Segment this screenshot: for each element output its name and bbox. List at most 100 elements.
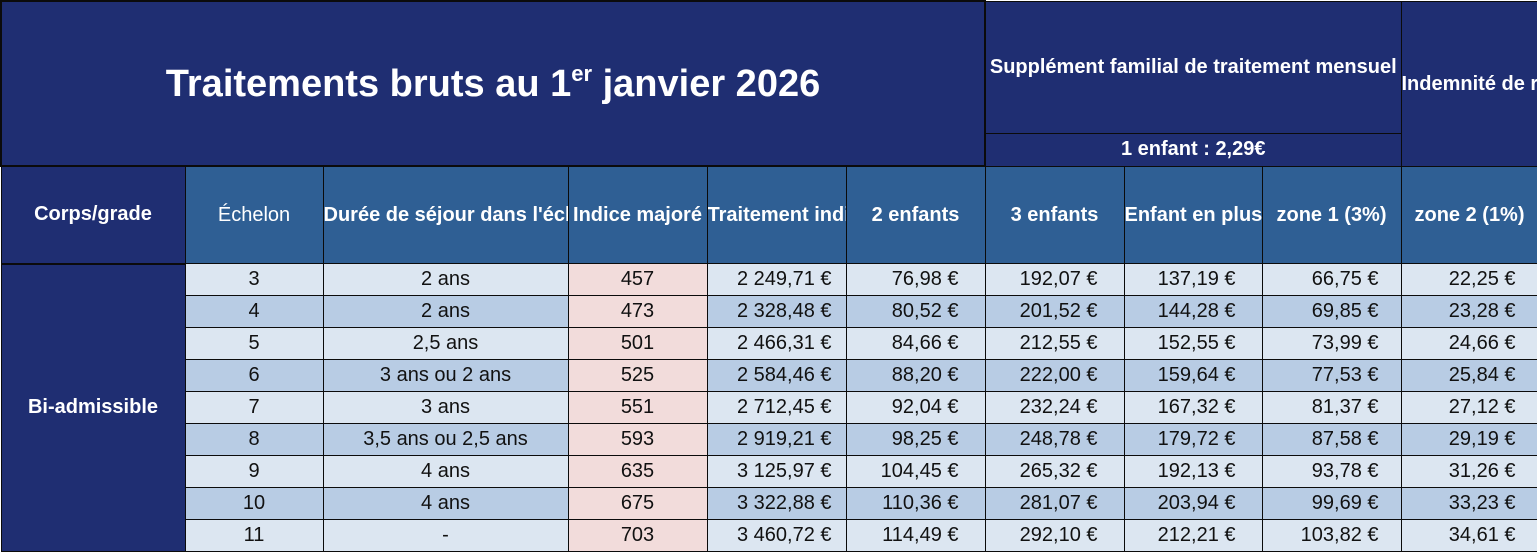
table-row: 8 3,5 ans ou 2,5 ans 593 2 919,21 €98,25 €2… xyxy=(1,423,1537,456)
cell-2-enfants: 92,04 € xyxy=(845,391,986,424)
cell-traitement: 3 125,97 € xyxy=(706,455,847,488)
cell-2-enfants: 114,49 € xyxy=(845,519,986,552)
col-header-traitement: Traitement indiciaire mensuel xyxy=(706,165,847,264)
cell-duree: 2 ans xyxy=(322,295,569,328)
page-title: Traitements bruts au 1er janvier 2026 xyxy=(0,0,986,167)
indemnite-group-header: Indemnité de résidence mensuelle xyxy=(1400,0,1537,167)
supplement-note: 1 enfant : 2,29€ xyxy=(984,132,1402,167)
table-row: Bi-admissible 3 2 ans 457 2 249,71 €76,98 €1… xyxy=(0,263,1537,552)
cell-echelon: 3 xyxy=(184,263,324,296)
cell-3-enfants: 201,52 € xyxy=(984,295,1125,328)
cell-zone-2: 29,19 € xyxy=(1400,423,1537,456)
cell-3-enfants: 292,10 € xyxy=(984,519,1125,552)
cell-traitement: 2 712,45 € xyxy=(706,391,847,424)
cell-duree: 3,5 ans ou 2,5 ans xyxy=(322,423,569,456)
cell-2-enfants: 88,20 € xyxy=(845,359,986,392)
cell-traitement: 3 322,88 € xyxy=(706,487,847,520)
col-header-corps: Corps/grade xyxy=(0,165,186,265)
table-row: 11-703 3 460,72 €114,49 €292,10 €212,21 €… xyxy=(1,519,1537,552)
supplement-group-header: Supplément familial de traitement mensue… xyxy=(984,0,1402,134)
cell-3-enfants: 232,24 € xyxy=(984,391,1125,424)
col-header-3-enfants: 3 enfants xyxy=(984,165,1125,264)
cell-zone-2: 23,28 € xyxy=(1400,295,1537,328)
cell-zone-2: 31,26 € xyxy=(1400,455,1537,488)
cell-duree: 2,5 ans xyxy=(322,327,569,360)
cell-2-enfants: 80,52 € xyxy=(845,295,986,328)
cell-zone-1: 99,69 € xyxy=(1261,487,1402,520)
cell-zone-2: 25,84 € xyxy=(1400,359,1537,392)
cell-indice: 525 xyxy=(567,359,708,392)
col-header-zone-2: zone 2 (1%) xyxy=(1400,165,1537,264)
cell-indice: 703 xyxy=(567,519,708,552)
cell-echelon: 5 xyxy=(184,327,324,360)
cell-3-enfants: 265,32 € xyxy=(984,455,1125,488)
cell-duree: 2 ans xyxy=(322,263,569,296)
cell-zone-1: 87,58 € xyxy=(1261,423,1402,456)
cell-indice: 551 xyxy=(567,391,708,424)
cell-zone-2: 33,23 € xyxy=(1400,487,1537,520)
cell-indice: 635 xyxy=(567,455,708,488)
col-header-indice: Indice majoré xyxy=(567,165,708,264)
cell-duree: - xyxy=(322,519,569,552)
cell-echelon: 11 xyxy=(184,519,324,552)
cell-2-enfants: 110,36 € xyxy=(845,487,986,520)
cell-indice: 593 xyxy=(567,423,708,456)
cell-traitement: 2 328,48 € xyxy=(706,295,847,328)
cell-2-enfants: 98,25 € xyxy=(845,423,986,456)
cell-3-enfants: 248,78 € xyxy=(984,423,1125,456)
cell-traitement: 2 584,46 € xyxy=(706,359,847,392)
cell-zone-2: 34,61 € xyxy=(1400,519,1537,552)
cell-zone-1: 93,78 € xyxy=(1261,455,1402,488)
cell-enfant-plus: 212,21 € xyxy=(1123,519,1263,552)
cell-echelon: 7 xyxy=(184,391,324,424)
cell-3-enfants: 281,07 € xyxy=(984,487,1125,520)
cell-echelon: 10 xyxy=(184,487,324,520)
col-header-echelon: Échelon xyxy=(184,165,324,264)
col-header-enfant-plus: Enfant en plus xyxy=(1123,165,1263,264)
cell-enfant-plus: 179,72 € xyxy=(1123,423,1263,456)
cell-2-enfants: 84,66 € xyxy=(845,327,986,360)
cell-duree: 4 ans xyxy=(322,487,569,520)
cell-duree: 3 ans ou 2 ans xyxy=(322,359,569,392)
cell-2-enfants: 104,45 € xyxy=(845,455,986,488)
cell-echelon: 8 xyxy=(184,423,324,456)
col-header-2-enfants: 2 enfants xyxy=(845,165,986,264)
col-header-duree: Durée de séjour dans l'échelon xyxy=(322,165,569,264)
cell-traitement: 3 460,72 € xyxy=(706,519,847,552)
corps-grade-cell: Bi-admissible xyxy=(0,263,186,552)
cell-enfant-plus: 137,19 € xyxy=(1123,263,1263,296)
cell-3-enfants: 222,00 € xyxy=(984,359,1125,392)
cell-echelon: 4 xyxy=(184,295,324,328)
cell-indice: 457 xyxy=(567,263,708,296)
col-header-zone-1: zone 1 (3%) xyxy=(1261,165,1402,264)
cell-zone-2: 24,66 € xyxy=(1400,327,1537,360)
cell-enfant-plus: 167,32 € xyxy=(1123,391,1263,424)
table-row: 5 2,5 ans 501 2 466,31 €84,66 €212,55 €152,… xyxy=(1,327,1537,360)
cell-3-enfants: 192,07 € xyxy=(984,263,1125,296)
cell-zone-1: 81,37 € xyxy=(1261,391,1402,424)
cell-enfant-plus: 144,28 € xyxy=(1123,295,1263,328)
cell-indice: 473 xyxy=(567,295,708,328)
cell-3-enfants: 212,55 € xyxy=(984,327,1125,360)
cell-traitement: 2 466,31 € xyxy=(706,327,847,360)
cell-enfant-plus: 159,64 € xyxy=(1123,359,1263,392)
cell-traitement: 2 919,21 € xyxy=(706,423,847,456)
cell-traitement: 2 249,71 € xyxy=(706,263,847,296)
cell-indice: 675 xyxy=(567,487,708,520)
cell-duree: 3 ans xyxy=(322,391,569,424)
cell-duree: 4 ans xyxy=(322,455,569,488)
table-row: 10 4 ans 675 3 322,88 €110,36 €281,07 €203,… xyxy=(1,487,1537,520)
cell-echelon: 9 xyxy=(184,455,324,488)
cell-zone-2: 22,25 € xyxy=(1400,263,1537,296)
cell-enfant-plus: 192,13 € xyxy=(1123,455,1263,488)
cell-zone-1: 66,75 € xyxy=(1261,263,1402,296)
cell-zone-2: 27,12 € xyxy=(1400,391,1537,424)
cell-echelon: 6 xyxy=(184,359,324,392)
cell-enfant-plus: 203,94 € xyxy=(1123,487,1263,520)
cell-zone-1: 77,53 € xyxy=(1261,359,1402,392)
